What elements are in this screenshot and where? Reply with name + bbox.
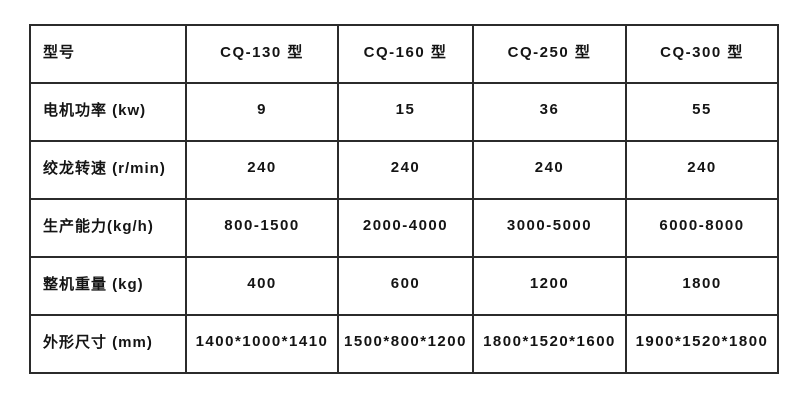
- table-row-auger-speed: 绞龙转速 (r/min) 240 240 240 240: [29, 140, 779, 200]
- header-model-label: 型号: [29, 24, 187, 84]
- table-cell: 240: [625, 140, 779, 200]
- table-row-weight: 整机重量 (kg) 400 600 1200 1800: [29, 256, 779, 316]
- row-label-capacity: 生产能力(kg/h): [29, 198, 187, 258]
- table-row-dimensions: 外形尺寸 (mm) 1400*1000*1410 1500*800*1200 1…: [29, 314, 779, 374]
- spec-table: 型号 CQ-130 型 CQ-160 型 CQ-250 型 CQ-300 型 电…: [29, 24, 779, 374]
- table-cell: 6000-8000: [625, 198, 779, 258]
- table-cell: 3000-5000: [472, 198, 627, 258]
- table-cell: 600: [337, 256, 474, 316]
- table-cell: 1200: [472, 256, 627, 316]
- header-model-cq250: CQ-250 型: [472, 24, 627, 84]
- header-model-cq130: CQ-130 型: [185, 24, 339, 84]
- table-cell: 15: [337, 82, 474, 142]
- table-cell: 2000-4000: [337, 198, 474, 258]
- header-model-cq300: CQ-300 型: [625, 24, 779, 84]
- table-cell: 240: [337, 140, 474, 200]
- table-cell: 1400*1000*1410: [185, 314, 339, 374]
- table-cell: 1500*800*1200: [337, 314, 474, 374]
- table-cell: 1900*1520*1800: [625, 314, 779, 374]
- table-row-capacity: 生产能力(kg/h) 800-1500 2000-4000 3000-5000 …: [29, 198, 779, 258]
- header-model-cq160: CQ-160 型: [337, 24, 474, 84]
- table-cell: 1800: [625, 256, 779, 316]
- row-label-motor-power: 电机功率 (kw): [29, 82, 187, 142]
- table-cell: 1800*1520*1600: [472, 314, 627, 374]
- table-cell: 240: [472, 140, 627, 200]
- row-label-auger-speed: 绞龙转速 (r/min): [29, 140, 187, 200]
- row-label-weight: 整机重量 (kg): [29, 256, 187, 316]
- row-label-dimensions: 外形尺寸 (mm): [29, 314, 187, 374]
- table-cell: 55: [625, 82, 779, 142]
- table-header-row: 型号 CQ-130 型 CQ-160 型 CQ-250 型 CQ-300 型: [29, 24, 779, 84]
- table-cell: 9: [185, 82, 339, 142]
- table-cell: 400: [185, 256, 339, 316]
- table-cell: 36: [472, 82, 627, 142]
- table-cell: 240: [185, 140, 339, 200]
- table-cell: 800-1500: [185, 198, 339, 258]
- table-row-motor-power: 电机功率 (kw) 9 15 36 55: [29, 82, 779, 142]
